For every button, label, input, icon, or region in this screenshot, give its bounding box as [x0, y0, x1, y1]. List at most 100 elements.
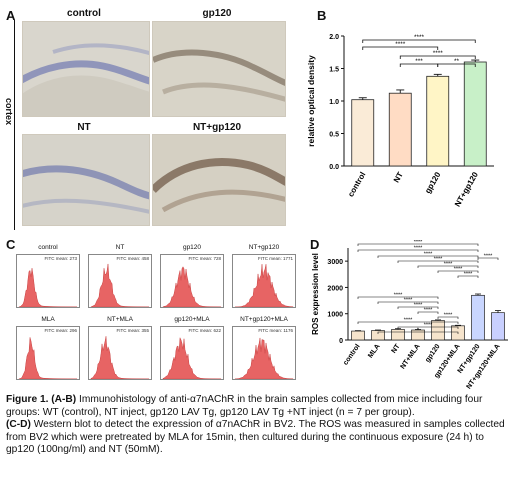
facs-title: gp120: [182, 244, 202, 251]
facs-plot: [18, 268, 78, 308]
b-ytick-label: 2.0: [329, 34, 339, 41]
d-sig-bracket: [397, 260, 479, 263]
facs-histogram: FITC mean: 1771: [232, 254, 296, 308]
facs-histogram: FITC mean: 728: [160, 254, 224, 308]
facs-histogram: FITC mean: 458: [88, 254, 152, 308]
b-ytick-label: 0.0: [329, 164, 339, 171]
histology-image-nt: [22, 134, 150, 226]
facs-histogram: FITC mean: 273: [16, 254, 80, 308]
facs-histogram-fill: [234, 264, 294, 308]
facs-mean-label: FITC mean: 1176: [258, 328, 293, 333]
facs-title: gp120+MLA: [174, 316, 210, 323]
d-sig-label: ****: [484, 254, 493, 260]
d-sig-bracket: [357, 249, 479, 252]
d-sig-label: ****: [394, 293, 403, 299]
b-sig-label: ****: [433, 50, 444, 57]
d-x-label: NT: [391, 343, 403, 355]
facs-plot: [18, 337, 78, 380]
d-ytick-label: 0: [339, 338, 343, 345]
b-sig-bracket: [362, 46, 439, 50]
d-ytick-label: 2000: [327, 285, 343, 292]
facs-histogram: FITC mean: 622: [160, 326, 224, 380]
d-sig-label: *: [417, 328, 420, 334]
caption-part-2: (C-D) Western blot to detect the express…: [6, 419, 514, 457]
b-y-label: relative optical density: [306, 55, 316, 147]
facs-mean-label: FITC mean: 622: [188, 328, 221, 333]
histology-image-gp120: [152, 21, 286, 117]
b-bar-control: [351, 99, 375, 167]
histology-label-ntgp120: NT+gp120: [192, 122, 242, 133]
caption-text-2: Western blot to detect the expression of…: [6, 419, 505, 456]
b-bar-NT: [388, 92, 412, 167]
d-sig-bracket: [437, 316, 459, 319]
d-sig-bracket: [397, 326, 459, 329]
d-bar-NT+gp120+MLA: [491, 312, 505, 341]
facs-title: MLA: [41, 316, 55, 323]
d-sig-label: ****: [414, 246, 423, 252]
d-sig-bracket: [477, 257, 499, 260]
caption-part-1: Figure 1. (A-B) Immunohistology of anti-…: [6, 394, 514, 419]
d-sig-bracket: [417, 265, 479, 268]
histology-label-nt: NT: [77, 122, 91, 133]
facs-mean-label: FITC mean: 296: [44, 328, 77, 333]
facs-mean-label: FITC mean: 458: [116, 256, 149, 261]
d-sig-bracket: [417, 311, 439, 314]
panel-label-b: B: [317, 8, 327, 23]
d-sig-bracket: [457, 275, 479, 278]
facs-mean-label: FITC mean: 273: [44, 256, 77, 261]
d-sig-label: ****: [434, 257, 443, 263]
facs-title: NT+gp120: [248, 244, 280, 251]
d-sig-bracket: [377, 301, 439, 304]
panel-label-c: C: [6, 237, 16, 252]
facs-histogram: FITC mean: 1176: [232, 326, 296, 380]
figure-caption: Figure 1. (A-B) Immunohistology of anti-…: [6, 394, 514, 457]
cortex-label: cortex: [4, 98, 14, 126]
b-sig-bracket: [399, 55, 476, 59]
d-sig-label: ****: [424, 252, 433, 258]
b-sig-label: **: [454, 58, 460, 65]
b-bar-gp120: [426, 75, 450, 167]
panel-label-a: A: [6, 8, 16, 23]
chart-b: 0.0 0.5 1.0 1.5 2.0 relative optical density c…: [306, 34, 494, 208]
b-sig-label: ****: [395, 41, 406, 48]
facs-histogram-fill: [18, 268, 78, 308]
facs-histogram-fill: [90, 263, 150, 308]
facs-plot: [90, 263, 150, 308]
b-sig-bracket: [362, 39, 476, 43]
facs-histogram-fill: [90, 336, 150, 380]
d-x-label: NT+MLA: [400, 343, 422, 370]
b-x-label: NT: [392, 170, 405, 184]
d-sig-label: ****: [464, 272, 473, 278]
facs-histogram-fill: [234, 337, 294, 380]
d-bar-NT+gp120: [471, 294, 485, 341]
facs-histogram-fill: [162, 337, 222, 380]
d-sig-label: ****: [414, 303, 423, 309]
facs-mean-label: FITC mean: 728: [188, 256, 221, 261]
d-x-label: gp120: [424, 343, 441, 364]
facs-histogram-fill: [162, 266, 222, 308]
facs-mean-label: FITC mean: 1771: [257, 256, 293, 261]
facs-plot: [234, 264, 294, 308]
d-sig-label: ****: [424, 308, 433, 314]
d-sig-label: ****: [454, 267, 463, 273]
d-sig-bracket: [397, 306, 439, 309]
d-sig-bracket: [357, 321, 459, 324]
facs-title: NT: [115, 244, 125, 251]
facs-mean-label: FITC mean: 355: [116, 328, 149, 333]
facs-title: NT+gp120+MLA: [240, 316, 288, 323]
d-bar-NT: [391, 329, 405, 341]
histology-label-control: control: [67, 8, 101, 19]
d-sig-bracket: [357, 296, 439, 299]
b-x-label: NT+gp120: [453, 170, 480, 208]
chart-d: 0 1000 2000 3000 ROS expression level control…: [311, 240, 508, 390]
d-sig-bracket: [437, 270, 479, 273]
d-sig-label: ****: [444, 313, 453, 319]
b-ytick-label: 1.5: [329, 67, 339, 74]
facs-histogram: FITC mean: 296: [16, 326, 80, 380]
d-bar-control: [351, 330, 365, 341]
b-x-label: control: [346, 171, 367, 199]
caption-bold-2: (C-D): [6, 419, 31, 431]
d-x-label: MLA: [367, 343, 381, 359]
histology-image-control: [22, 21, 150, 117]
caption-bold-1: Figure 1. (A-B): [6, 394, 77, 405]
